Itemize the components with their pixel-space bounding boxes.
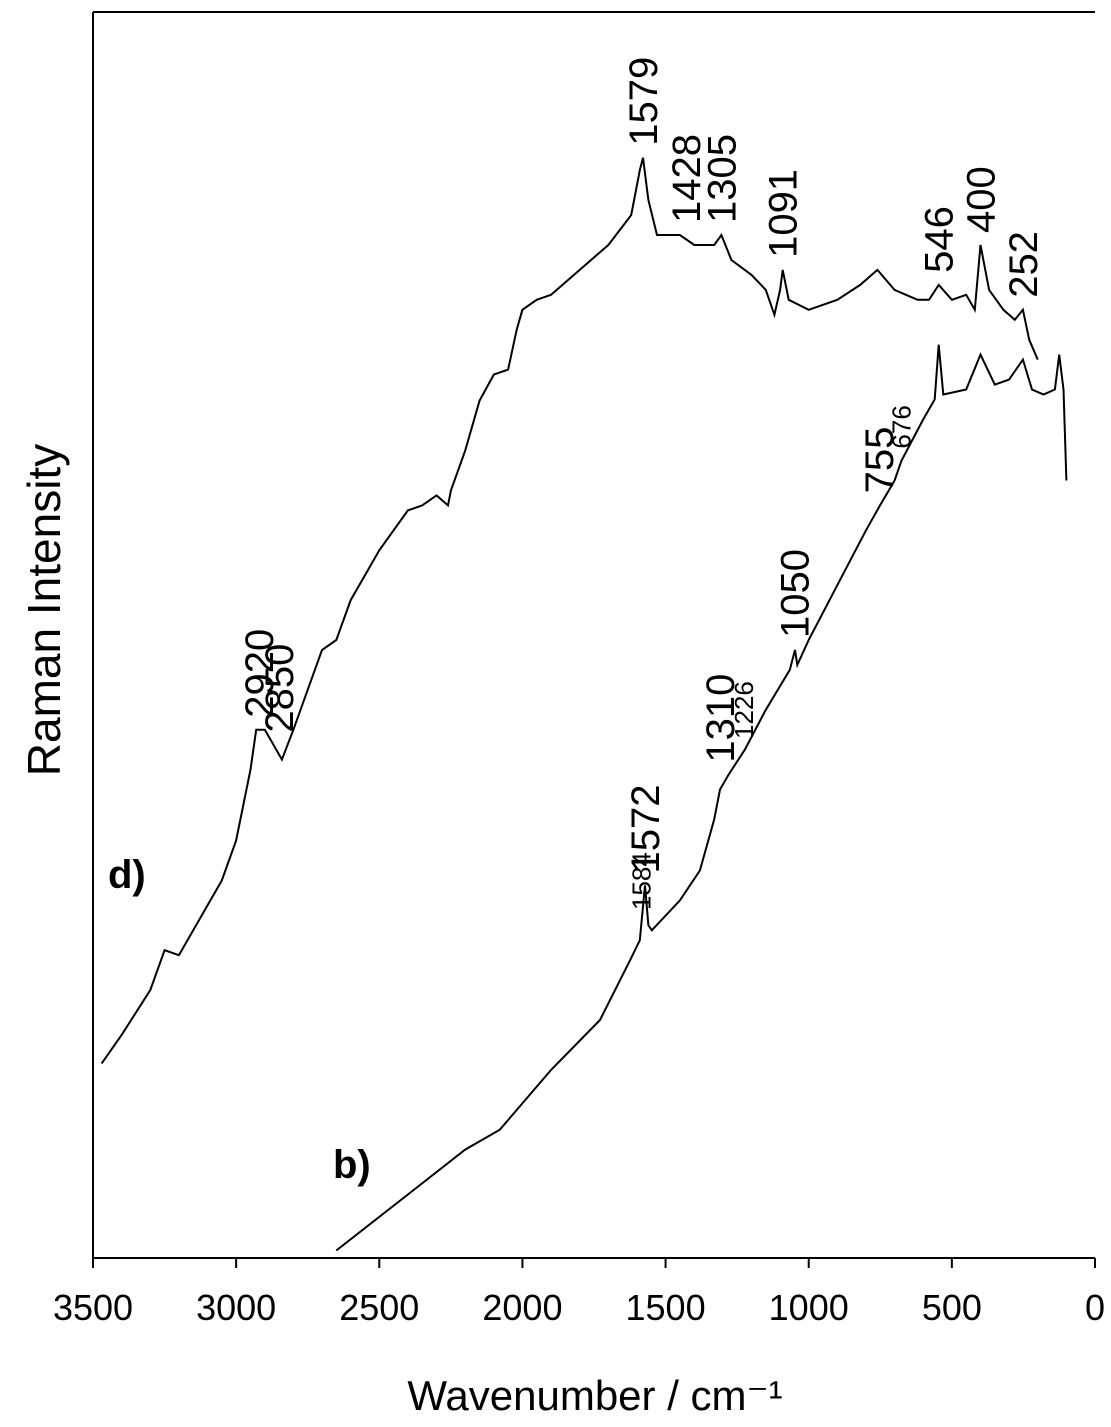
peak-label: 546	[918, 206, 962, 273]
x-tick-label: 500	[922, 1287, 982, 1328]
peak-label: 676	[887, 405, 917, 448]
peak-label: 1310	[699, 674, 743, 763]
peak-label: 1305	[700, 134, 744, 223]
x-tick-label: 1000	[769, 1287, 849, 1328]
peak-label: 252	[1002, 231, 1046, 298]
peak-label: 1584	[627, 852, 657, 910]
spectrum-line	[335, 344, 1068, 1252]
peak-label: 1572	[624, 784, 668, 873]
series-label: d)	[108, 853, 146, 897]
series-label: b)	[333, 1143, 371, 1187]
peak-label: 400	[959, 166, 1003, 233]
peak-label: 1091	[762, 169, 806, 258]
peak-label: 1226	[729, 681, 759, 739]
x-tick-label: 2000	[482, 1287, 562, 1328]
peak-label: 2920	[238, 629, 282, 718]
peak-label: 2850	[258, 644, 302, 733]
x-tick-label: 3000	[196, 1287, 276, 1328]
x-tick-label: 2500	[339, 1287, 419, 1328]
peak-label: 1050	[773, 549, 817, 638]
y-axis-label: Raman Intensity	[18, 444, 70, 776]
spectrum-line	[100, 157, 1039, 1065]
peak-label: 1428	[665, 134, 709, 223]
x-axis-label: Wavenumber / cm⁻¹	[407, 1372, 782, 1419]
x-tick-label: 1500	[626, 1287, 706, 1328]
x-tick-label: 3500	[53, 1287, 133, 1328]
peak-label: 1579	[622, 57, 666, 146]
peak-label: 755	[858, 427, 902, 494]
x-tick-label: 0	[1085, 1287, 1105, 1328]
